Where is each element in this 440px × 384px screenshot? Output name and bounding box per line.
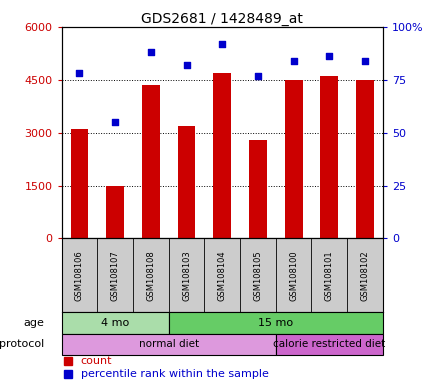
Bar [213, 73, 231, 238]
Text: 15 mo: 15 mo [258, 318, 293, 328]
Bar [320, 76, 338, 238]
Bar [285, 80, 303, 238]
Text: GSM108106: GSM108106 [75, 250, 84, 301]
Bar [106, 185, 124, 238]
Bar [178, 126, 195, 238]
Text: GSM108101: GSM108101 [325, 250, 334, 301]
Bar [356, 80, 374, 238]
Bar [142, 85, 160, 238]
Text: GSM108104: GSM108104 [218, 250, 227, 301]
Bar [62, 334, 276, 355]
Bar [70, 129, 88, 238]
Point [147, 49, 154, 55]
Text: protocol: protocol [0, 339, 44, 349]
Text: normal diet: normal diet [139, 339, 199, 349]
Text: percentile rank within the sample: percentile rank within the sample [81, 369, 269, 379]
Point [219, 41, 226, 47]
Point [76, 70, 83, 76]
Text: calorie restricted diet: calorie restricted diet [273, 339, 385, 349]
Text: GSM108102: GSM108102 [360, 250, 370, 301]
Bar [169, 313, 383, 334]
Text: count: count [81, 356, 112, 366]
Point [290, 58, 297, 64]
Point [183, 62, 190, 68]
Text: age: age [23, 318, 44, 328]
Point [326, 53, 333, 60]
Bar [62, 313, 169, 334]
Text: GSM108103: GSM108103 [182, 250, 191, 301]
Title: GDS2681 / 1428489_at: GDS2681 / 1428489_at [141, 12, 303, 26]
Bar [249, 140, 267, 238]
Bar [276, 334, 383, 355]
Text: GSM108108: GSM108108 [147, 250, 155, 301]
Text: 4 mo: 4 mo [101, 318, 129, 328]
Point [254, 73, 261, 79]
Text: GSM108107: GSM108107 [110, 250, 120, 301]
Point [112, 119, 119, 125]
Point [361, 58, 368, 64]
Text: GSM108100: GSM108100 [289, 250, 298, 301]
Text: GSM108105: GSM108105 [253, 250, 262, 301]
